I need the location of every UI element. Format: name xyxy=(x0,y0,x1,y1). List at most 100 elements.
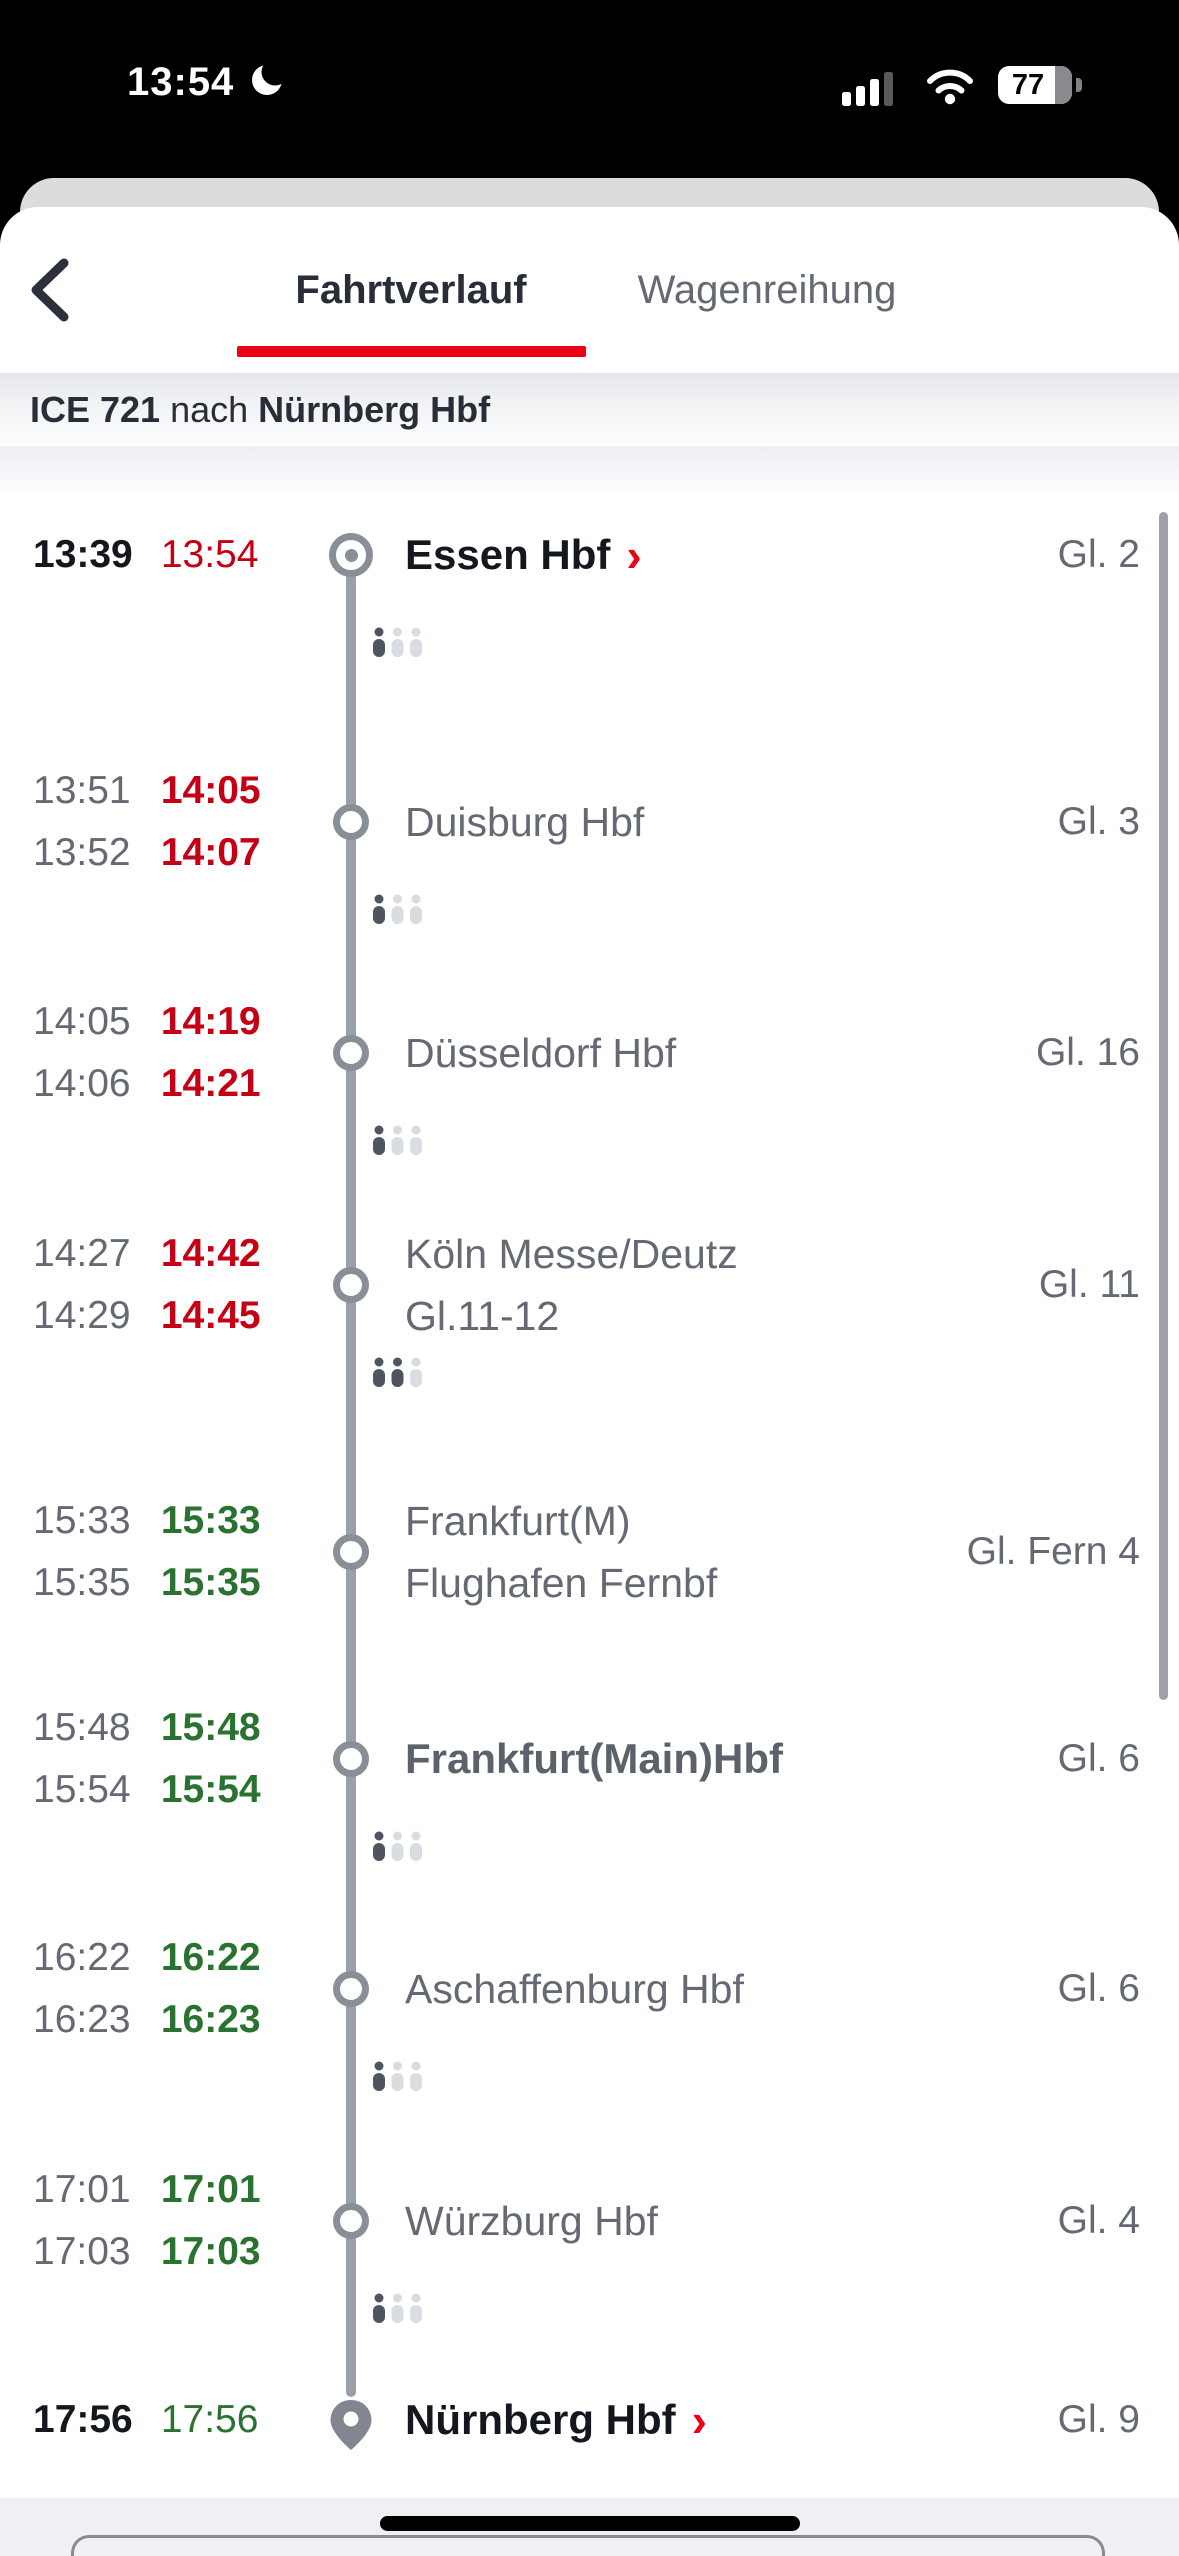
tab-fahrtverlauf[interactable]: Fahrtverlauf xyxy=(295,268,527,312)
status-bar: 13:54 77 xyxy=(0,0,1179,178)
bottom-bar xyxy=(0,2498,1179,2556)
clock-time: 13:54 xyxy=(127,60,235,104)
scheduled-time: 15:35 xyxy=(33,1561,131,1604)
timeline-stop-node xyxy=(333,2203,369,2239)
stop-times: 17:56 17:56 xyxy=(33,2389,313,2451)
battery-percent: 77 xyxy=(1011,68,1045,101)
scheduled-time: 13:51 xyxy=(33,769,131,812)
stop-times: 15:33 15:33 15:35 15:35 xyxy=(33,1490,313,1614)
occupancy-icon xyxy=(372,2290,1179,2334)
stop-times: 14:27 14:42 14:29 14:45 xyxy=(33,1223,313,1347)
scrollbar[interactable] xyxy=(1159,512,1168,1700)
stop-row: 14:27 14:42 14:29 14:45 Köln Messe/Deutz… xyxy=(0,1230,1179,1497)
station-link[interactable]: Essen Hbf › xyxy=(405,524,642,586)
platform-label: Gl. 9 xyxy=(1057,2398,1140,2441)
platform-label: Gl. 4 xyxy=(1057,2199,1140,2242)
stop-row: 13:51 14:05 13:52 14:07 Duisburg Hbf Gl.… xyxy=(0,767,1179,998)
station-name: Aschaffenburg Hbf xyxy=(405,1966,744,2012)
timeline-destination-pin-icon xyxy=(328,2399,374,2456)
station-name: Essen Hbf xyxy=(405,531,611,578)
station-name: Würzburg Hbf xyxy=(405,2198,658,2244)
actual-time: 14:45 xyxy=(160,1294,261,1337)
chevron-right-icon: › xyxy=(626,529,642,581)
platform-label: Gl. 11 xyxy=(1038,1263,1140,1306)
battery-empty-portion xyxy=(1055,66,1072,104)
scheduled-time: 15:48 xyxy=(33,1706,131,1749)
stop-times: 13:51 14:05 13:52 14:07 xyxy=(33,760,313,884)
scheduled-time: 14:29 xyxy=(33,1294,131,1337)
stop-times: 14:05 14:19 14:06 14:21 xyxy=(33,991,313,1115)
actual-time: 14:42 xyxy=(160,1232,261,1275)
platform-label: Gl. Fern 4 xyxy=(966,1530,1140,1573)
occupancy-icon xyxy=(372,1122,1179,1166)
actual-time: 14:05 xyxy=(160,769,261,812)
scheduled-time: 16:22 xyxy=(33,1936,131,1979)
chevron-right-icon: › xyxy=(691,2394,707,2446)
battery-icon: 77 xyxy=(998,66,1072,104)
scheduled-time: 17:03 xyxy=(33,2230,131,2273)
station-name-line2: Flughafen Fernbf xyxy=(405,1560,718,1606)
active-tab-underline xyxy=(237,346,586,357)
timeline-stop-node xyxy=(333,1267,369,1303)
timeline-line xyxy=(346,556,356,2397)
scheduled-time: 14:05 xyxy=(33,1000,131,1043)
occupancy-icon xyxy=(372,891,1179,935)
scheduled-time: 16:23 xyxy=(33,1998,131,2041)
occupancy-icon xyxy=(372,1828,1179,1872)
station-name-line1: Köln Messe/Deutz xyxy=(405,1231,738,1277)
bottom-panel-top-border[interactable] xyxy=(71,2535,1105,2556)
stop-row: 15:48 15:48 15:54 15:54 Frankfurt(Main)H… xyxy=(0,1704,1179,1934)
tab-wagenreihung[interactable]: Wagenreihung xyxy=(637,268,897,312)
station-name: Duisburg Hbf xyxy=(405,799,645,845)
wifi-icon xyxy=(922,66,978,111)
chevron-left-icon xyxy=(22,258,82,329)
timeline-stop-node xyxy=(333,1534,369,1570)
stop-row: 17:01 17:01 17:03 17:03 Würzburg Hbf Gl.… xyxy=(0,2166,1179,2365)
journey-header: ICE 721 nach Nürnberg Hbf xyxy=(0,373,1179,446)
station-name-line1: Frankfurt(M) xyxy=(405,1498,631,1544)
stop-row: 16:22 16:22 16:23 16:23 Aschaffenburg Hb… xyxy=(0,1934,1179,2166)
home-indicator[interactable] xyxy=(379,2516,800,2531)
stop-times: 15:48 15:48 15:54 15:54 xyxy=(33,1697,313,1821)
timeline-stop-node xyxy=(333,804,369,840)
station-name-line2: Gl.11-12 xyxy=(405,1293,560,1339)
actual-time: 15:54 xyxy=(160,1768,261,1811)
actual-time: 15:48 xyxy=(160,1706,261,1749)
actual-time: 14:19 xyxy=(160,1000,261,1043)
back-button[interactable] xyxy=(22,255,82,325)
actual-time: 16:22 xyxy=(160,1936,261,1979)
occupancy-icon xyxy=(372,2058,1179,2102)
timeline-stop-node xyxy=(333,1741,369,1777)
station-name: Frankfurt(M) Flughafen Fernbf xyxy=(389,1490,944,1614)
battery-nub xyxy=(1076,78,1082,92)
stop-row: 14:05 14:19 14:06 14:21 Düsseldorf Hbf G… xyxy=(0,998,1179,1230)
stop-row: 17:56 17:56 Nürnberg Hbf › xyxy=(0,2365,1179,2505)
stop-times: 17:01 17:01 17:03 17:03 xyxy=(33,2159,313,2283)
scheduled-time: 13:52 xyxy=(33,831,131,874)
timeline-origin-node xyxy=(329,533,373,577)
station-name: Düsseldorf Hbf xyxy=(405,1030,677,1076)
actual-time: 17:01 xyxy=(160,2168,261,2211)
scheduled-time: 14:27 xyxy=(33,1232,131,1275)
do-not-disturb-moon-icon xyxy=(247,58,289,105)
station-name: Frankfurt(Main)Hbf xyxy=(405,1735,783,1782)
stop-row: 13:39 13:54 Essen Hbf › Gl. 2 xyxy=(0,500,1179,767)
tab-navigation: Fahrtverlauf Wagenreihung xyxy=(0,207,1179,373)
scheduled-time: 17:56 xyxy=(33,2398,133,2441)
actual-time: 13:54 xyxy=(160,533,259,576)
scheduled-time: 15:54 xyxy=(33,1768,131,1811)
platform-label: Gl. 6 xyxy=(1057,1967,1140,2010)
actual-time: 15:33 xyxy=(160,1499,261,1542)
actual-time: 17:56 xyxy=(160,2398,259,2441)
station-link[interactable]: Nürnberg Hbf › xyxy=(405,2389,707,2451)
scheduled-time: 13:39 xyxy=(33,533,133,576)
timeline-stop-node xyxy=(333,1035,369,1071)
connector-text: nach xyxy=(170,388,249,430)
platform-label: Gl. 6 xyxy=(1057,1737,1140,1780)
platform-label: Gl. 3 xyxy=(1057,800,1140,843)
occupancy-icon xyxy=(372,1354,1179,1398)
stop-row: 15:33 15:33 15:35 15:35 Frankfurt(M) Flu… xyxy=(0,1497,1179,1704)
station-name: Köln Messe/Deutz Gl.11-12 xyxy=(389,1223,944,1347)
actual-time: 14:21 xyxy=(160,1062,261,1105)
